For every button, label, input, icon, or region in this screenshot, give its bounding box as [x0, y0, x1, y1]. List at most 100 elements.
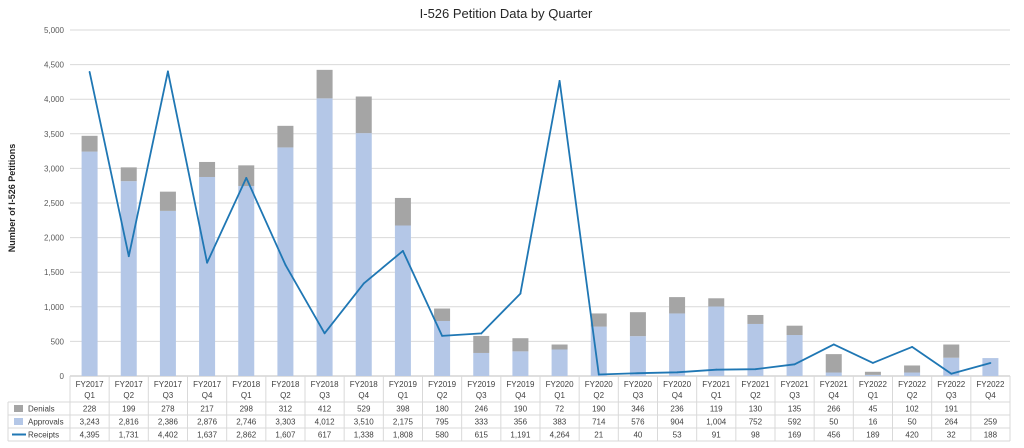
denials-bar: [355, 96, 372, 134]
x-tick-label: FY2021: [820, 380, 849, 389]
denials-bar: [81, 135, 98, 152]
x-tick-label: FY2020: [585, 380, 614, 389]
data-table-cell: 91: [712, 431, 721, 440]
x-tick-label: FY2022: [937, 380, 966, 389]
x-tick-label: Q4: [828, 391, 839, 400]
denials-bar: [512, 338, 529, 352]
receipts-point: [872, 362, 874, 364]
x-tick-label: Q3: [633, 391, 644, 400]
denials-bar: [473, 335, 490, 353]
receipts-point: [206, 261, 208, 264]
data-table-cell: 53: [673, 431, 682, 440]
data-table-cell: 50: [829, 418, 838, 427]
data-table-cell: 904: [670, 418, 684, 427]
x-tick-label: FY2018: [271, 380, 300, 389]
receipts-point: [989, 362, 992, 364]
data-table-cell: 3,243: [80, 418, 101, 427]
data-table-cell: 188: [984, 431, 998, 440]
data-table-cell: 298: [240, 405, 254, 414]
data-table-cell: 4,264: [550, 431, 571, 440]
x-tick-label: Q2: [123, 391, 134, 400]
approvals-bar: [434, 320, 451, 376]
receipts-line: [88, 70, 991, 376]
x-tick-label: FY2020: [624, 380, 653, 389]
y-tick-label: 500: [51, 337, 65, 346]
y-tick-label: 4,500: [44, 61, 65, 70]
data-table-cell: 266: [827, 405, 841, 414]
x-tick-label: Q2: [280, 391, 291, 400]
denials-bar: [277, 125, 294, 148]
approvals-bar: [512, 351, 529, 376]
receipts-point: [597, 373, 600, 376]
data-table-cell: 617: [318, 431, 332, 440]
x-tick-label: Q2: [437, 391, 448, 400]
data-table-cell: 2,386: [158, 418, 179, 427]
data-table-cell: 278: [161, 405, 175, 414]
data-table-cell: 752: [749, 418, 763, 427]
x-tick-label: Q4: [202, 391, 213, 400]
approvals-bar: [473, 352, 490, 376]
x-tick-label: Q1: [711, 391, 722, 400]
denials-bar: [708, 298, 725, 307]
x-tick-label: FY2019: [389, 380, 418, 389]
x-tick-label: Q3: [163, 391, 174, 400]
y-tick-label: 1,500: [44, 268, 65, 277]
data-table-cell: 714: [592, 418, 606, 427]
x-tick-label: FY2018: [232, 380, 261, 389]
data-table-cell: 420: [905, 431, 919, 440]
data-table-cell: 529: [357, 405, 371, 414]
approvals-bar: [708, 306, 725, 376]
data-table-cell: 190: [592, 405, 606, 414]
data-table-cell: 2,746: [236, 418, 257, 427]
receipts-point: [127, 255, 130, 258]
data-table-cell: 169: [788, 431, 802, 440]
receipts-point: [558, 80, 561, 82]
y-tick-label: 1,000: [44, 303, 65, 312]
x-tick-label: Q3: [946, 391, 957, 400]
approvals-bar: [904, 372, 921, 376]
data-table-cell: 412: [318, 405, 332, 414]
receipts-point: [676, 371, 678, 374]
receipts-point: [441, 334, 443, 337]
x-tick-label: Q1: [868, 391, 879, 400]
x-tick-label: FY2021: [702, 380, 731, 389]
y-tick-label: 0: [60, 372, 65, 381]
data-table-cell: 189: [866, 431, 880, 440]
x-tick-label: Q4: [358, 391, 369, 400]
data-table-cell: 1,731: [119, 431, 140, 440]
data-table-cell: 1,607: [275, 431, 296, 440]
x-tick-label: FY2019: [506, 380, 535, 389]
denials-bar: [238, 165, 255, 186]
x-tick-label: FY2017: [154, 380, 183, 389]
receipts-point: [715, 368, 718, 371]
receipts-point: [950, 372, 953, 375]
data-table-cell: 3,510: [354, 418, 375, 427]
receipts-point: [245, 177, 248, 179]
x-tick-label: FY2022: [859, 380, 888, 389]
bars-layer: [81, 69, 999, 376]
data-table-cell: 264: [945, 418, 959, 427]
data-table-cell: 1,637: [197, 431, 218, 440]
approvals-bar: [786, 335, 803, 376]
data-table-cell: 312: [279, 405, 293, 414]
denials-bar: [199, 161, 216, 177]
y-axis-label: Number of I-526 Petitions: [7, 144, 17, 253]
data-table-cell: 217: [200, 405, 214, 414]
receipts-point: [832, 343, 835, 346]
approvals-bar: [551, 349, 568, 376]
data-table-cell: 333: [475, 418, 489, 427]
approvals-bar: [120, 181, 137, 376]
receipts-point: [519, 292, 522, 295]
data-table-cell: 98: [751, 431, 760, 440]
receipts-point: [88, 70, 91, 73]
approvals-bar: [864, 374, 881, 376]
data-table-cell: 4,395: [80, 431, 101, 440]
denials-bar: [394, 197, 411, 226]
data-table-cell: 32: [947, 431, 956, 440]
denials-bar: [551, 344, 568, 350]
data-table-cell: 191: [945, 405, 959, 414]
x-tick-label: Q2: [750, 391, 761, 400]
denials-bar: [786, 325, 803, 336]
denials-bar: [747, 314, 764, 324]
denials-bar: [904, 365, 921, 373]
